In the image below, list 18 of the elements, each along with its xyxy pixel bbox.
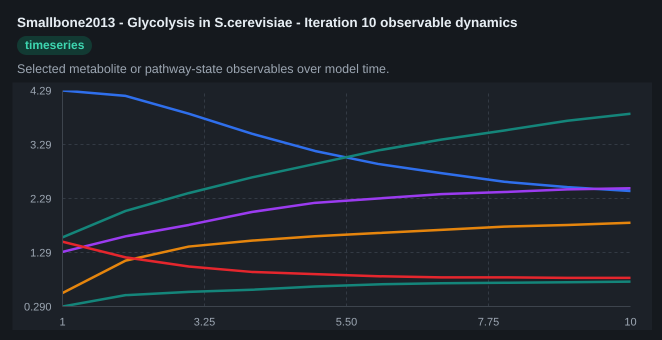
text: timeseries xyxy=(17,36,92,56)
line-series xyxy=(62,90,630,192)
chart-subtitle: Selected metabolite or pathway-state observables over model time. xyxy=(17,61,390,78)
x-tick-label: 5.50 xyxy=(336,316,358,328)
line-series xyxy=(62,240,630,280)
y-tick-label: 0.290 xyxy=(24,302,52,314)
x-tick-label: 3.25 xyxy=(194,316,216,328)
y-tick-label: 3.29 xyxy=(30,140,52,152)
x-tick-label: 7.75 xyxy=(478,316,500,328)
y-tick-label: 2.29 xyxy=(30,194,52,206)
chart-title: Smallbone2013 - Glycolysis in S.cerevisiae - Iteration 10 observable dynamics xyxy=(17,14,518,32)
y-tick-label: 1.29 xyxy=(30,248,52,260)
x-tick-label: 1 xyxy=(59,316,66,328)
line-series xyxy=(62,222,630,294)
x-tick-label: 10 xyxy=(624,316,637,328)
line-series xyxy=(62,112,630,239)
line-series xyxy=(62,186,630,254)
y-tick-label: 4.29 xyxy=(30,86,52,98)
